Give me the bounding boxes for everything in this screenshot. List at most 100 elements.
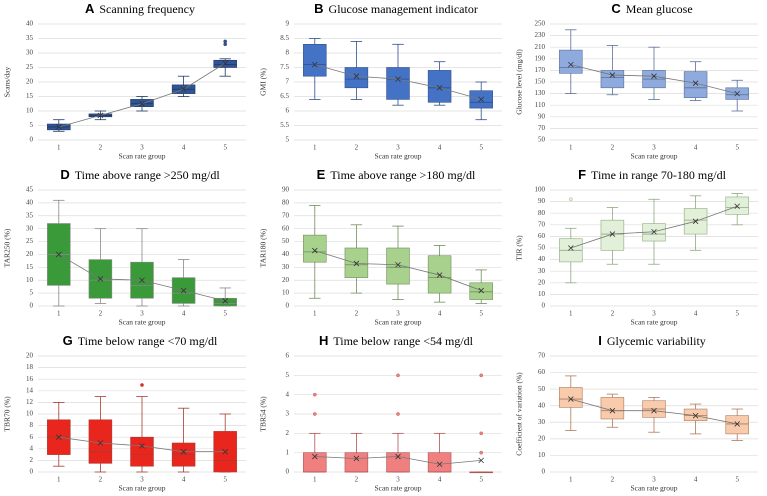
mean-marker (609, 407, 616, 414)
chart-title: D Time above range >250 mg/dl (60, 167, 220, 182)
panel-letter: G (63, 333, 73, 348)
x-tick-label: 2 (355, 144, 359, 152)
panel-letter: B (314, 1, 323, 16)
y-tick-label: 15 (26, 92, 34, 100)
y-tick-label: 30 (538, 418, 546, 426)
x-tick-label: 1 (57, 310, 61, 318)
y-tick-label: 8.5 (280, 34, 289, 42)
y-tick-label: 25 (26, 63, 34, 71)
x-tick-label: 4 (438, 144, 442, 152)
y-tick-label: 50 (538, 136, 546, 144)
mean-marker (312, 247, 318, 254)
title-text: Scanning frequency (99, 2, 195, 16)
y-tick-label: 90 (282, 186, 290, 194)
mean-marker (395, 261, 401, 268)
y-tick-label: 60 (282, 224, 290, 232)
box (213, 59, 237, 68)
chart-title: C Mean glucose (611, 1, 692, 16)
y-tick-label: 0 (30, 468, 34, 476)
x-tick-label: 1 (569, 144, 573, 152)
x-tick-label: 4 (694, 310, 698, 318)
y-tick-label: 6.5 (280, 92, 289, 100)
box (344, 452, 369, 473)
y-tick-label: 7.5 (280, 63, 289, 71)
y-axis-label: TAR180 (%) (259, 228, 268, 267)
chart-title: B Glucose management indicator (314, 1, 478, 16)
y-axis-label: Glucose level (mg/dl) (515, 49, 524, 115)
mean-marker (180, 287, 187, 294)
mean-marker (312, 453, 318, 460)
title-text: Time below range <54 mg/dl (333, 334, 473, 348)
mean-marker (436, 85, 443, 91)
x-tick-label: 3 (396, 144, 400, 152)
panel-letter: D (60, 167, 69, 182)
x-tick-label: 5 (223, 144, 227, 152)
x-tick-label: 5 (735, 476, 739, 484)
chart-title: I Glycemic variability (598, 333, 706, 348)
outlier (479, 450, 484, 455)
mean-marker (222, 60, 228, 66)
chart-title: E Time above range >180 mg/dl (317, 167, 476, 182)
y-tick-label: 0 (542, 302, 546, 310)
y-tick-label: 30 (26, 49, 34, 57)
y-tick-label: 35 (26, 211, 34, 219)
x-tick-label: 5 (479, 310, 483, 318)
outlier (396, 412, 400, 416)
x-tick-label: 2 (99, 144, 103, 152)
y-tick-label: 7 (286, 78, 290, 86)
mean-marker (436, 461, 443, 468)
title-text: Glycemic variability (607, 334, 706, 348)
x-tick-label: 4 (694, 476, 698, 484)
mean-marker (436, 272, 443, 278)
y-tick-label: 10 (538, 290, 546, 298)
y-tick-label: 60 (538, 232, 546, 240)
box (600, 397, 625, 420)
mean-marker (139, 443, 145, 449)
mean-marker (56, 434, 62, 440)
y-tick-label: 250 (535, 20, 546, 28)
y-tick-label: 40 (538, 401, 546, 409)
box (427, 452, 452, 473)
y-tick-label: 10 (26, 410, 34, 418)
mean-marker (651, 228, 657, 235)
panel-letter: E (317, 167, 326, 182)
x-tick-label: 4 (182, 310, 186, 318)
outlier (569, 197, 573, 202)
y-tick-label: 6 (286, 352, 290, 360)
y-tick-label: 5 (30, 121, 34, 129)
x-tick-label: 2 (99, 476, 103, 484)
box (559, 387, 583, 408)
y-tick-label: 25 (26, 237, 34, 245)
y-axis-label: GMI (%) (259, 68, 268, 96)
y-tick-label: 5 (286, 136, 290, 144)
x-tick-label: 3 (396, 476, 400, 484)
box (344, 67, 369, 89)
chart-title: F Time in range 70-180 mg/dl (578, 167, 727, 182)
box (130, 99, 154, 107)
y-tick-label: 45 (26, 186, 34, 194)
x-tick-label: 2 (355, 476, 359, 484)
outlier (312, 392, 317, 397)
y-tick-label: 190 (535, 54, 546, 62)
y-tick-label: 3 (286, 410, 290, 418)
x-tick-label: 5 (735, 310, 739, 318)
x-tick-label: 2 (611, 310, 615, 318)
chart-title: H Time below range <54 mg/dl (319, 333, 474, 348)
y-tick-label: 8 (30, 421, 34, 429)
y-tick-label: 230 (535, 31, 546, 39)
y-tick-label: 4 (30, 444, 34, 452)
y-tick-label: 15 (26, 263, 34, 271)
mean-marker (180, 86, 187, 93)
outlier (396, 373, 400, 378)
x-tick-label: 1 (57, 476, 61, 484)
box (303, 452, 327, 473)
y-tick-label: 5 (286, 371, 290, 379)
y-axis-label: Coefficient of variation (%) (515, 372, 524, 456)
chart-title: G Time below range <70 mg/dl (63, 333, 218, 348)
x-axis-label: Scan rate group (630, 318, 677, 327)
y-tick-label: 10 (26, 276, 34, 284)
outlier (479, 373, 484, 378)
box (725, 415, 749, 435)
x-axis-label: Scan rate group (374, 484, 421, 493)
y-tick-label: 90 (538, 112, 546, 120)
